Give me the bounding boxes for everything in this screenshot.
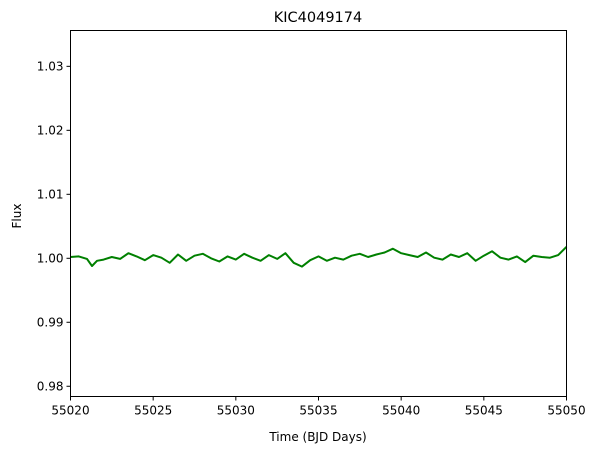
y-tick-label: 1.01 [37, 187, 64, 201]
y-tick-label: 0.98 [37, 379, 64, 393]
plot-frame [70, 30, 567, 397]
plot-area [70, 30, 567, 397]
y-tick-label: 0.99 [37, 315, 64, 329]
x-tick-label: 55020 [51, 404, 89, 418]
y-tick-label: 1.02 [37, 123, 64, 137]
y-axis: 0.98 0.99 1.00 1.01 1.02 1.03 [37, 59, 71, 393]
flux-series-line [70, 246, 568, 268]
chart-title: KIC4049174 [274, 10, 363, 26]
x-axis-label: Time (BJD Days) [268, 430, 366, 444]
x-axis: 55020 55025 55030 55035 55040 55045 55050 [51, 396, 586, 418]
x-tick-label: 55035 [299, 404, 337, 418]
x-tick-label: 55025 [134, 404, 172, 418]
y-axis-label: Flux [10, 204, 24, 229]
x-tick-label: 55045 [465, 404, 503, 418]
x-tick-label: 55050 [547, 404, 585, 418]
y-tick-label: 1.03 [37, 59, 64, 73]
x-tick-label: 55040 [382, 404, 420, 418]
y-tick-label: 1.00 [37, 251, 64, 265]
x-tick-label: 55030 [217, 404, 255, 418]
